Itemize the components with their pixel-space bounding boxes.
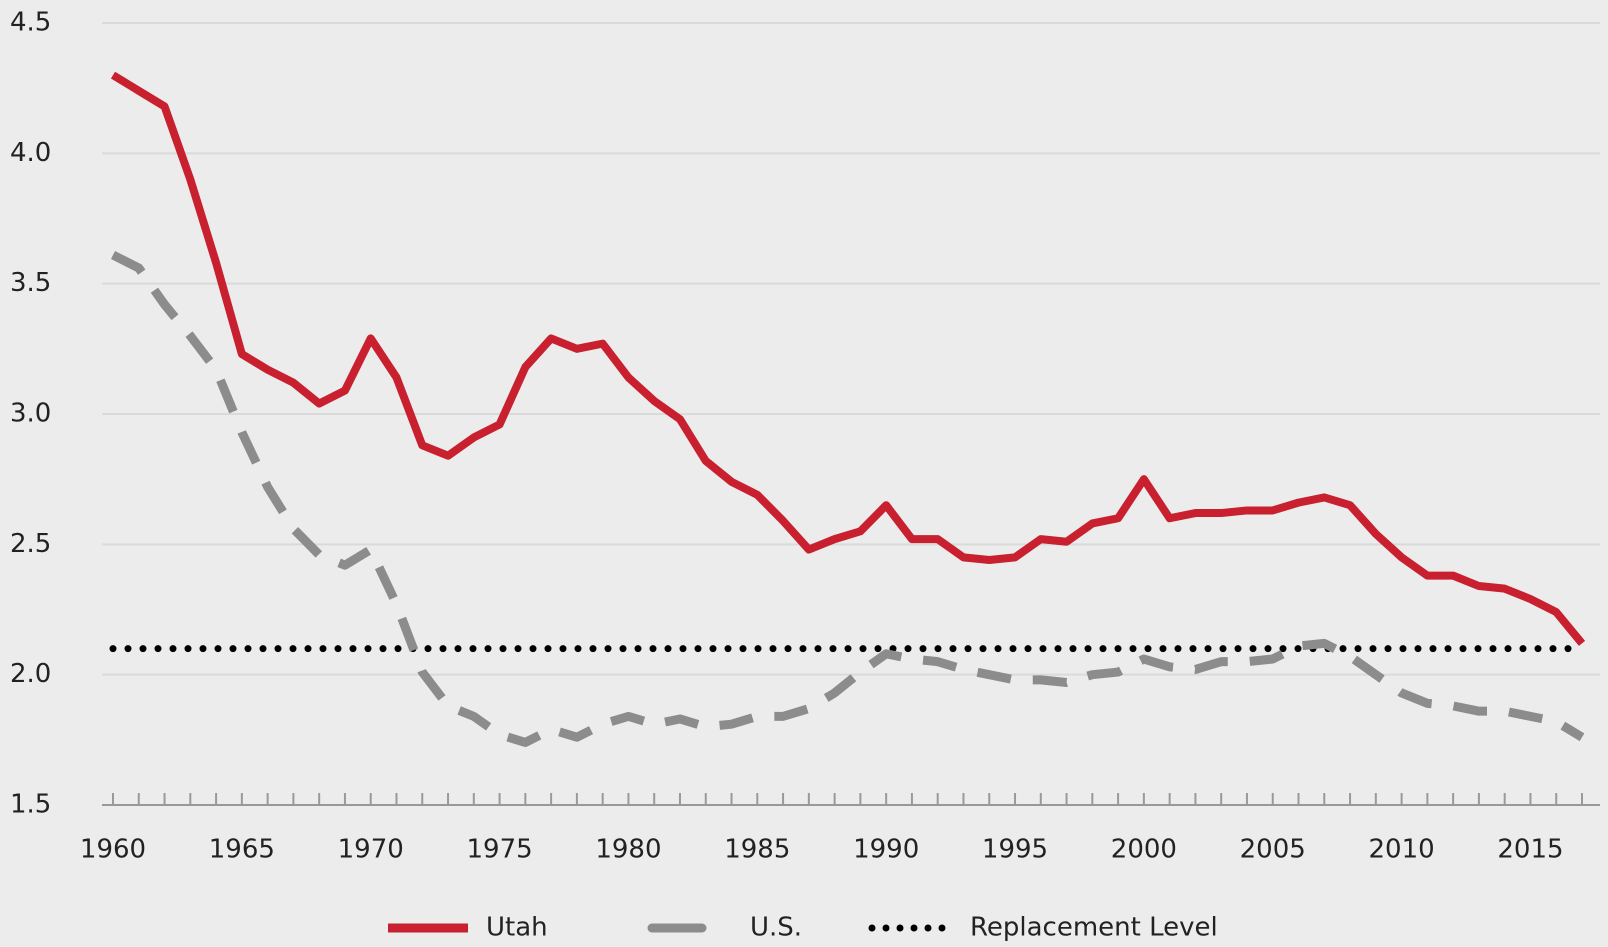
y-tick-label: 2.0 [10,659,51,689]
x-tick-label: 2000 [1111,835,1177,865]
x-tick-label: 1980 [595,835,661,865]
x-tick-label: 1960 [80,835,146,865]
x-tick-label: 1990 [853,835,919,865]
x-tick-label: 1970 [338,835,404,865]
x-tick-label: 1985 [724,835,790,865]
y-tick-label: 3.0 [10,399,51,429]
x-tick-label: 1975 [466,835,532,865]
x-tick-label: 2005 [1240,835,1306,865]
legend-label: Utah [486,913,548,943]
x-tick-label: 1995 [982,835,1048,865]
y-tick-label: 1.5 [10,790,51,820]
series-line [110,250,1585,747]
x-tick-label: 2010 [1369,835,1435,865]
legend-label: Replacement Level [970,913,1218,943]
y-tick-label: 4.0 [10,138,51,168]
y-tick-label: 2.5 [10,529,51,559]
y-tick-label: 3.5 [10,268,51,298]
x-tick-label: 1965 [209,835,275,865]
legend-label: U.S. [750,913,802,943]
series-line [110,71,1586,646]
x-tick-label: 2015 [1497,835,1563,865]
y-tick-label: 4.5 [10,8,51,38]
